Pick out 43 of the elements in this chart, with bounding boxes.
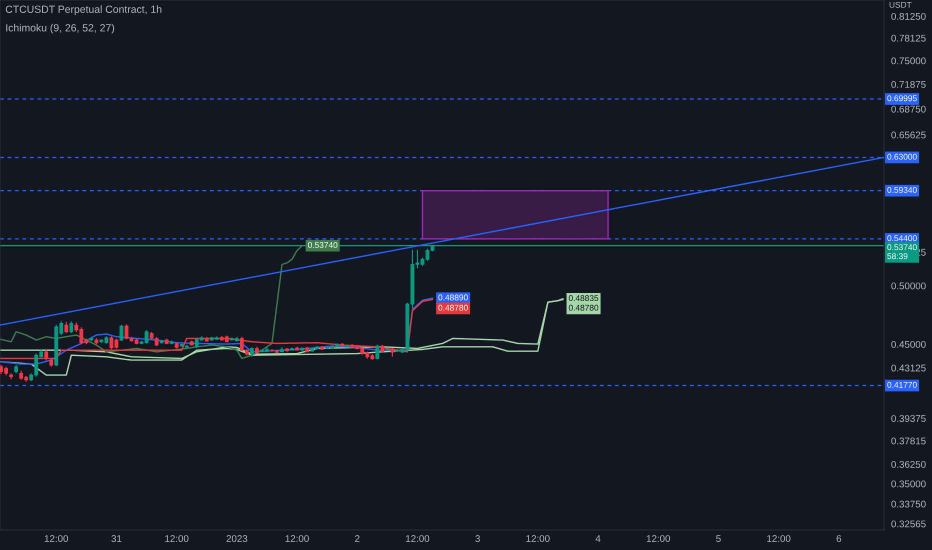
y-tick-label: 0.81250 <box>891 12 926 20</box>
text: Ichimoku (9, 26, 52, 27) <box>6 24 114 34</box>
y-tick-label: 0.33750 <box>891 500 926 508</box>
ref-line-label: 0.54400 <box>887 235 917 242</box>
y-tick-label: 0.39375 <box>891 415 926 422</box>
x-tick-label: 12:00 <box>646 535 670 542</box>
x-tick-label: 12:00 <box>165 535 188 542</box>
x-tick-label: 12:00 <box>44 535 68 542</box>
data-label: 0.48835 <box>568 295 598 302</box>
ref-line-label: 0.69995 <box>887 95 917 102</box>
x-tick-label: 5 <box>716 535 721 542</box>
y-tick-label: 0.45000 <box>891 340 926 348</box>
y-tick-label: 0.36250 <box>891 460 926 468</box>
y-tick-label: 0.68750 <box>891 106 926 113</box>
chart-title: CTCUSDT Perpetual Contract, 1h <box>6 5 162 16</box>
ref-line-label: 0.63000 <box>887 154 917 160</box>
x-tick-label: 4 <box>596 535 600 542</box>
x-tick-label: 6 <box>836 535 842 542</box>
y-axis-title: USDT <box>890 2 912 8</box>
data-label: 0.48890 <box>438 294 468 300</box>
data-label: 0.48780 <box>438 304 468 311</box>
y-tick-label: 0.71875 <box>891 81 926 88</box>
x-tick-label: 3 <box>475 535 480 542</box>
y-tick-label: 0.75000 <box>891 57 926 64</box>
y-tick-label: 0.65625 <box>891 132 926 138</box>
y-tick-label: 0.32565 <box>891 520 926 528</box>
data-label: 0.53740 <box>308 242 338 248</box>
y-tick-label: 0.50000 <box>891 282 926 290</box>
ref-line-label: 0.53740 58:39 <box>887 244 917 260</box>
x-tick-label: 12:00 <box>526 535 550 542</box>
y-tick-label: 0.43125 <box>891 364 926 372</box>
x-tick-label: 12:00 <box>767 535 790 542</box>
y-tick-label: 0.35000 <box>891 480 926 488</box>
y-tick-label: 0.37815 <box>891 438 926 444</box>
ref-line-label: 0.41770 <box>887 382 917 388</box>
x-tick-label: 12:00 <box>406 535 430 542</box>
data-label: 0.48780 <box>568 304 598 311</box>
y-tick-label: 0.78125 <box>891 34 926 42</box>
x-tick-label: 31 <box>111 535 122 542</box>
x-tick-label: 2023 <box>226 535 248 542</box>
x-tick-label: 12:00 <box>286 535 309 542</box>
ref-line-label: 0.59340 <box>887 187 917 193</box>
x-tick-label: 2 <box>355 535 360 542</box>
